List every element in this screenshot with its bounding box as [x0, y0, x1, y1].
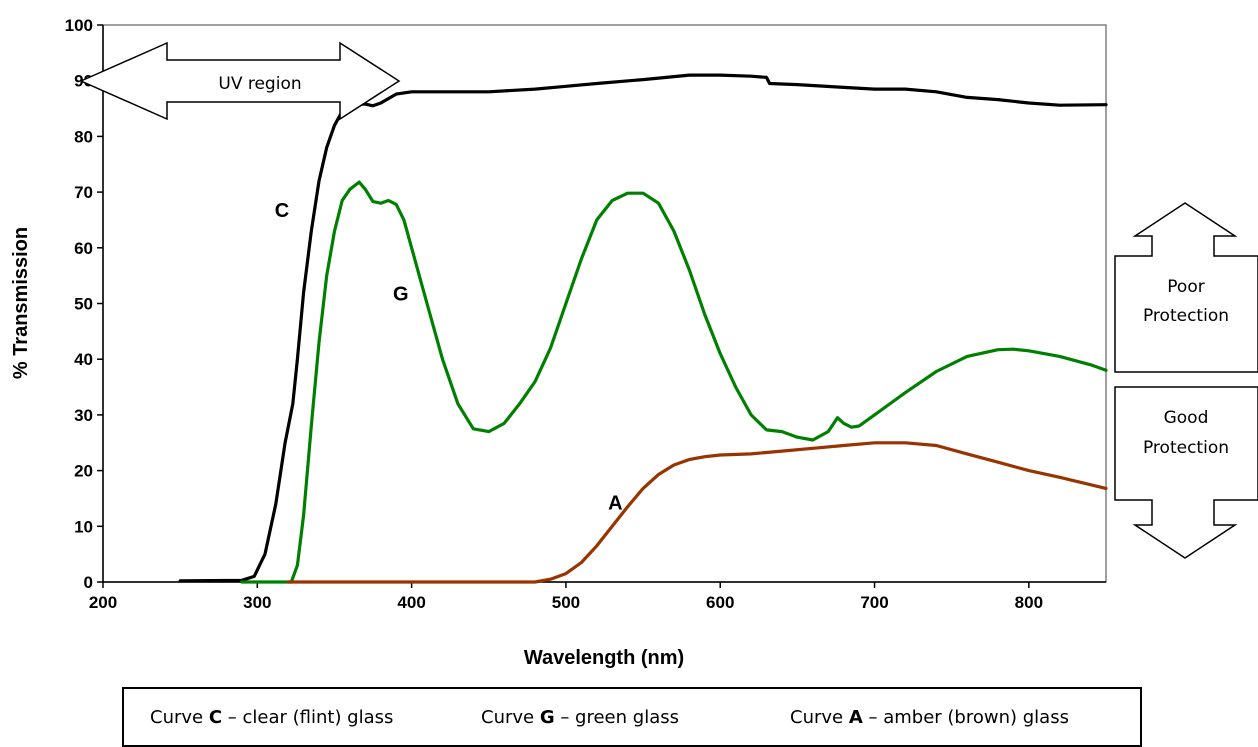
legend-prefix: Curve — [790, 707, 849, 728]
x-tick-label: 700 — [860, 593, 888, 612]
y-tick-label: 10 — [74, 517, 93, 536]
curves — [178, 73, 1108, 584]
x-tick-label: 200 — [89, 593, 117, 612]
y-tick-label: 70 — [74, 183, 93, 202]
y-tick-label: 100 — [65, 16, 93, 35]
series-line-a — [286, 441, 1108, 584]
down-arrow-icon — [1114, 386, 1258, 559]
legend-curve-letter: A — [848, 707, 863, 728]
legend-item-amber: Curve A – amber (brown) glass — [790, 707, 1069, 728]
x-tick-label: 500 — [552, 593, 580, 612]
legend-curve-letter: G — [539, 707, 555, 728]
y-tick-label: 80 — [74, 127, 93, 146]
legend-description: – clear (flint) glass — [222, 707, 394, 728]
legend-description: – amber (brown) glass — [862, 707, 1069, 728]
y-tick-label: 30 — [74, 406, 93, 425]
good-protection-line1: Good — [1164, 408, 1209, 428]
x-tick-label: 600 — [706, 593, 734, 612]
uv-region-arrow: UV region — [79, 41, 401, 121]
up-arrow-icon — [1114, 202, 1258, 373]
x-tick-label: 800 — [1015, 593, 1043, 612]
poor-protection-line1: Poor — [1167, 277, 1204, 297]
legend-description: – green glass — [554, 707, 679, 728]
curve-labels: C G A — [275, 200, 623, 514]
y-tick-label: 20 — [74, 462, 93, 481]
y-axis-title: % Transmission — [10, 227, 32, 379]
y-tick-label: 0 — [84, 573, 93, 592]
x-axis-title: Wavelength (nm) — [524, 647, 684, 669]
legend-prefix: Curve — [150, 707, 209, 728]
y-tick-label: 40 — [74, 350, 93, 369]
double-arrow-icon — [79, 41, 401, 121]
curve-label-g: G — [393, 284, 409, 306]
poor-protection-arrow: Poor Protection — [1114, 202, 1258, 373]
series-line-g — [240, 180, 1108, 584]
y-tick-label: 50 — [74, 295, 93, 314]
legend: Curve C – clear (flint) glass Curve G – … — [122, 687, 1142, 747]
axes: 0102030405060708090100200300400500600700… — [65, 16, 1106, 612]
curve-label-a: A — [608, 493, 622, 515]
legend-prefix: Curve — [481, 707, 540, 728]
series-line-c — [178, 73, 1108, 583]
curve-label-c: C — [275, 200, 289, 222]
good-protection-line2: Protection — [1143, 438, 1229, 458]
legend-item-green: Curve G – green glass — [481, 707, 679, 728]
x-tick-label: 400 — [397, 593, 425, 612]
legend-curve-letter: C — [208, 707, 223, 728]
legend-item-clear: Curve C – clear (flint) glass — [150, 707, 393, 728]
plot-area — [102, 24, 1107, 583]
good-protection-arrow: Good Protection — [1114, 386, 1258, 559]
uv-region-label: UV region — [218, 74, 301, 94]
poor-protection-line2: Protection — [1143, 306, 1229, 326]
y-tick-label: 60 — [74, 239, 93, 258]
x-tick-label: 300 — [243, 593, 271, 612]
